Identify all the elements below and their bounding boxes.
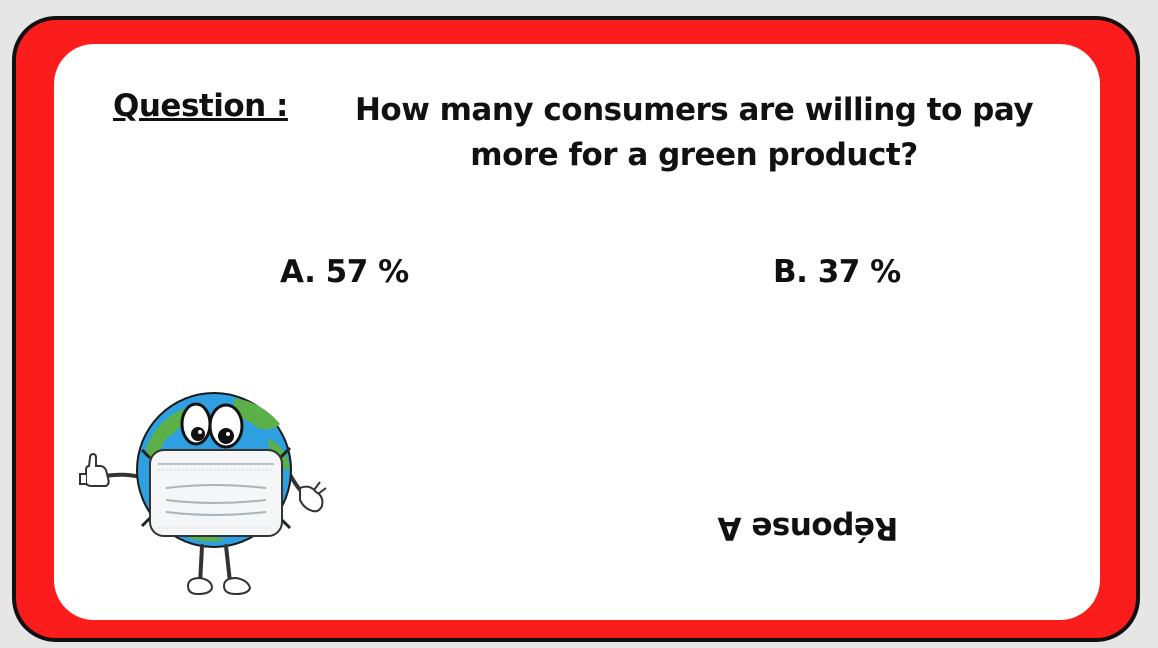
question-line-1: How many consumers are willing to pay (354, 92, 1034, 128)
earth-mascot-with-face-mask-icon (79, 392, 327, 596)
answer-option-a[interactable]: A. 57 % (280, 254, 409, 290)
answer-reveal-upside-down: Réponse A (718, 510, 899, 546)
question-line-2: more for a green product? (470, 137, 918, 173)
answer-option-b[interactable]: B. 37 % (773, 254, 901, 290)
question-text: How many consumers are willing to pay mor… (334, 88, 1054, 178)
legs-icon (186, 544, 252, 596)
left-arm-thumbs-up-icon (79, 452, 146, 487)
face-mask-icon (140, 446, 292, 537)
eyes-icon (180, 402, 244, 449)
right-arm-hand-icon (284, 466, 327, 513)
question-label: Question : (113, 88, 288, 124)
